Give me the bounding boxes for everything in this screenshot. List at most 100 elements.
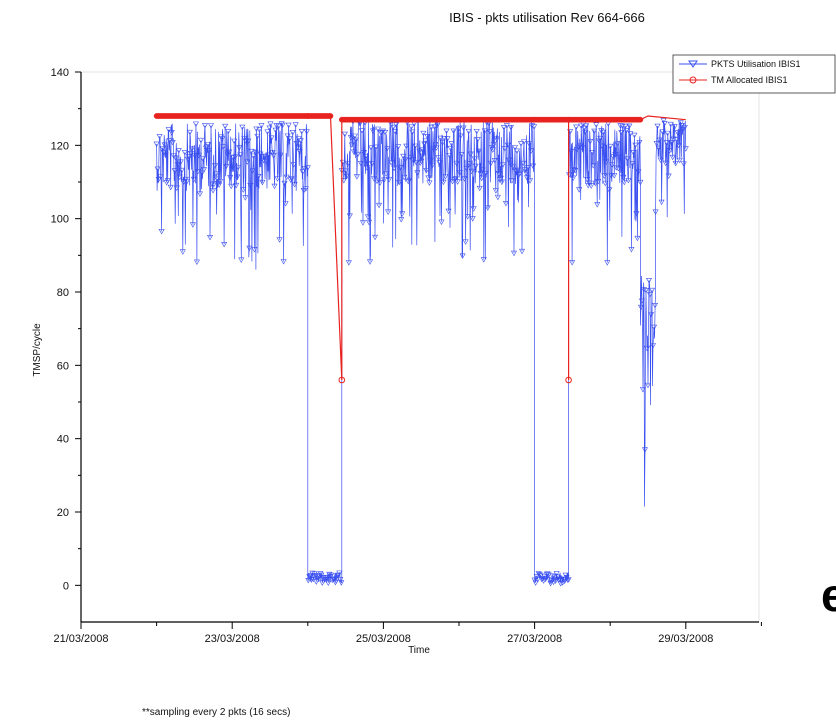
data-point-pkts (681, 124, 688, 131)
data-point-pkts (487, 160, 494, 167)
data-point-pkts (244, 159, 251, 165)
data-point-pkts (298, 129, 305, 135)
data-point-pkts (584, 177, 591, 183)
data-point-pkts (397, 165, 404, 171)
data-point-pkts (213, 171, 220, 177)
data-point-pkts (429, 162, 436, 169)
data-point-pkts (631, 132, 638, 139)
data-point-pkts (402, 157, 409, 163)
data-point-pkts (619, 123, 626, 130)
data-point-pkts (565, 577, 572, 583)
data-point-pkts (165, 127, 172, 133)
data-point-pkts (386, 177, 393, 183)
data-point-pkts (682, 146, 689, 152)
data-point-pkts (346, 213, 353, 219)
series-line-pkts-utilisation (156, 119, 687, 584)
data-point-pkts (219, 136, 226, 142)
data-point-pkts (173, 185, 180, 192)
data-point-pkts (586, 180, 593, 187)
data-point-pkts (362, 153, 369, 160)
data-point-pkts (167, 184, 174, 191)
data-point-pkts (501, 146, 508, 152)
data-point-pkts (344, 161, 351, 167)
data-point-pkts (637, 179, 644, 186)
data-point-pkts (615, 166, 622, 172)
data-point-pkts (408, 124, 415, 130)
data-point-pkts (312, 573, 319, 579)
data-point-pkts (474, 137, 481, 143)
data-point-pkts (536, 572, 543, 578)
data-point-pkts (676, 157, 683, 164)
data-point-pkts (461, 176, 468, 182)
data-point-pkts (197, 137, 204, 144)
data-point-pkts (181, 150, 188, 156)
data-point-pkts (228, 183, 235, 190)
data-point-pkts (526, 141, 533, 147)
data-point-pkts (448, 141, 455, 147)
data-point-pkts (625, 177, 632, 184)
data-point-pkts (599, 143, 606, 150)
data-point-pkts (201, 123, 208, 129)
data-point-pkts (432, 141, 439, 148)
data-point-pkts (403, 143, 410, 150)
y-tick-label: 20 (57, 507, 69, 519)
data-point-pkts (446, 152, 453, 159)
data-point-pkts (674, 130, 681, 136)
data-point-pkts (477, 170, 484, 177)
data-point-pkts (158, 228, 165, 235)
data-point-pkts (658, 199, 665, 206)
data-point-pkts (373, 144, 380, 151)
data-point-pkts (500, 125, 507, 131)
data-point-pkts (495, 171, 502, 177)
data-point-pkts (428, 124, 435, 131)
data-point-pkts (678, 123, 685, 129)
data-point-pkts (555, 577, 562, 583)
data-point-pkts (629, 161, 636, 167)
data-point-pkts (294, 144, 301, 151)
data-point-pkts (232, 154, 239, 160)
data-point-pkts (418, 158, 425, 165)
data-point-pkts (180, 179, 187, 185)
data-point-pkts (532, 580, 539, 586)
data-point-pkts (486, 129, 493, 135)
y-tick-label: 140 (51, 67, 69, 79)
data-point-pkts (247, 183, 254, 189)
data-point-pkts (249, 168, 256, 174)
data-point-pkts (198, 170, 205, 176)
data-point-pkts (338, 580, 345, 586)
y-tick-label: 0 (63, 580, 69, 592)
data-point-pkts (595, 179, 602, 185)
data-point-pkts (478, 175, 485, 182)
data-point-pkts (319, 580, 326, 586)
data-point-pkts (225, 128, 232, 135)
data-point-pkts (376, 202, 383, 209)
data-point-pkts (570, 175, 577, 182)
data-point-pkts (507, 125, 514, 131)
data-point-pkts (341, 131, 348, 138)
data-point-pkts (531, 577, 538, 584)
data-point-pkts (460, 125, 467, 131)
data-point-pkts (675, 142, 682, 149)
data-point-pkts (368, 145, 375, 151)
data-point-pkts (514, 167, 521, 174)
data-point-pkts (459, 253, 466, 259)
data-point-pkts (490, 142, 497, 148)
data-point-pkts (503, 123, 510, 129)
data-point-pkts (617, 123, 624, 129)
data-point-pkts (609, 162, 616, 168)
data-point-pkts (677, 120, 684, 126)
data-point-pkts (217, 179, 224, 185)
data-point-pkts (216, 182, 223, 188)
data-point-pkts (300, 188, 307, 194)
edge-letter-fragment: e (821, 569, 836, 621)
data-point-pkts (195, 152, 202, 159)
data-point-pkts (650, 343, 657, 349)
data-point-pkts (594, 202, 601, 208)
data-point-pkts (266, 125, 273, 132)
data-point-pkts (352, 137, 359, 144)
data-point-pkts (268, 135, 275, 141)
data-point-pkts (498, 179, 505, 186)
data-point-pkts (447, 145, 454, 152)
data-point-pkts (333, 578, 340, 585)
